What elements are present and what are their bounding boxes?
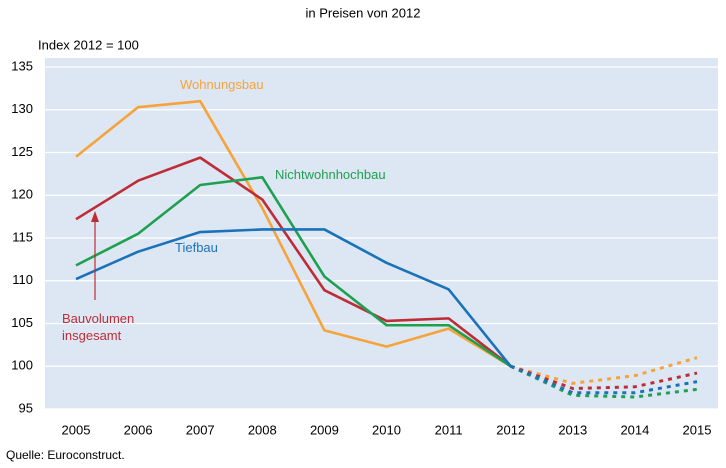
y-tick-label: 115 xyxy=(12,229,33,244)
series-line xyxy=(75,228,512,368)
x-tick-label: 2015 xyxy=(683,422,712,437)
lines xyxy=(75,99,698,399)
x-tick-label: 2007 xyxy=(186,422,215,437)
x-tick-label: 2012 xyxy=(496,422,525,437)
x-tick-label: 2014 xyxy=(620,422,649,437)
plot-background xyxy=(45,58,718,409)
series-line xyxy=(75,99,512,368)
x-tick-label: 2013 xyxy=(558,422,587,437)
y-tick-label: 130 xyxy=(11,101,33,116)
series-label: Nichtwohnhochbau xyxy=(275,167,386,182)
x-tick-label: 2008 xyxy=(248,422,277,437)
y-tick-label: 105 xyxy=(11,315,33,330)
arrow-head xyxy=(91,211,99,222)
series-line xyxy=(75,175,512,368)
series-label: Wohnungsbau xyxy=(180,77,264,92)
grid xyxy=(45,66,718,410)
series-label: Tiefbau xyxy=(175,240,218,255)
y-tick-label: 120 xyxy=(11,187,33,202)
x-tick-label: 2009 xyxy=(310,422,339,437)
x-tick-label: 2005 xyxy=(62,422,91,437)
series-label: Bauvolumen insgesamt xyxy=(62,311,135,343)
y-tick-label: 110 xyxy=(12,272,33,287)
forecast-line xyxy=(510,364,698,399)
y-tick-label: 95 xyxy=(19,400,33,415)
source: Quelle: Euroconstruct. xyxy=(6,448,125,462)
chart-subtitle: in Preisen von 2012 xyxy=(306,5,421,20)
series-line xyxy=(75,156,512,368)
x-tick-label: 2010 xyxy=(372,422,401,437)
y-axis-label: Index 2012 = 100 xyxy=(38,37,139,52)
y-tick-label: 125 xyxy=(11,144,33,159)
y-tick-label: 135 xyxy=(11,58,33,73)
x-tick-label: 2011 xyxy=(435,422,463,437)
x-tick-label: 2006 xyxy=(124,422,153,437)
y-tick-label: 100 xyxy=(11,358,33,373)
